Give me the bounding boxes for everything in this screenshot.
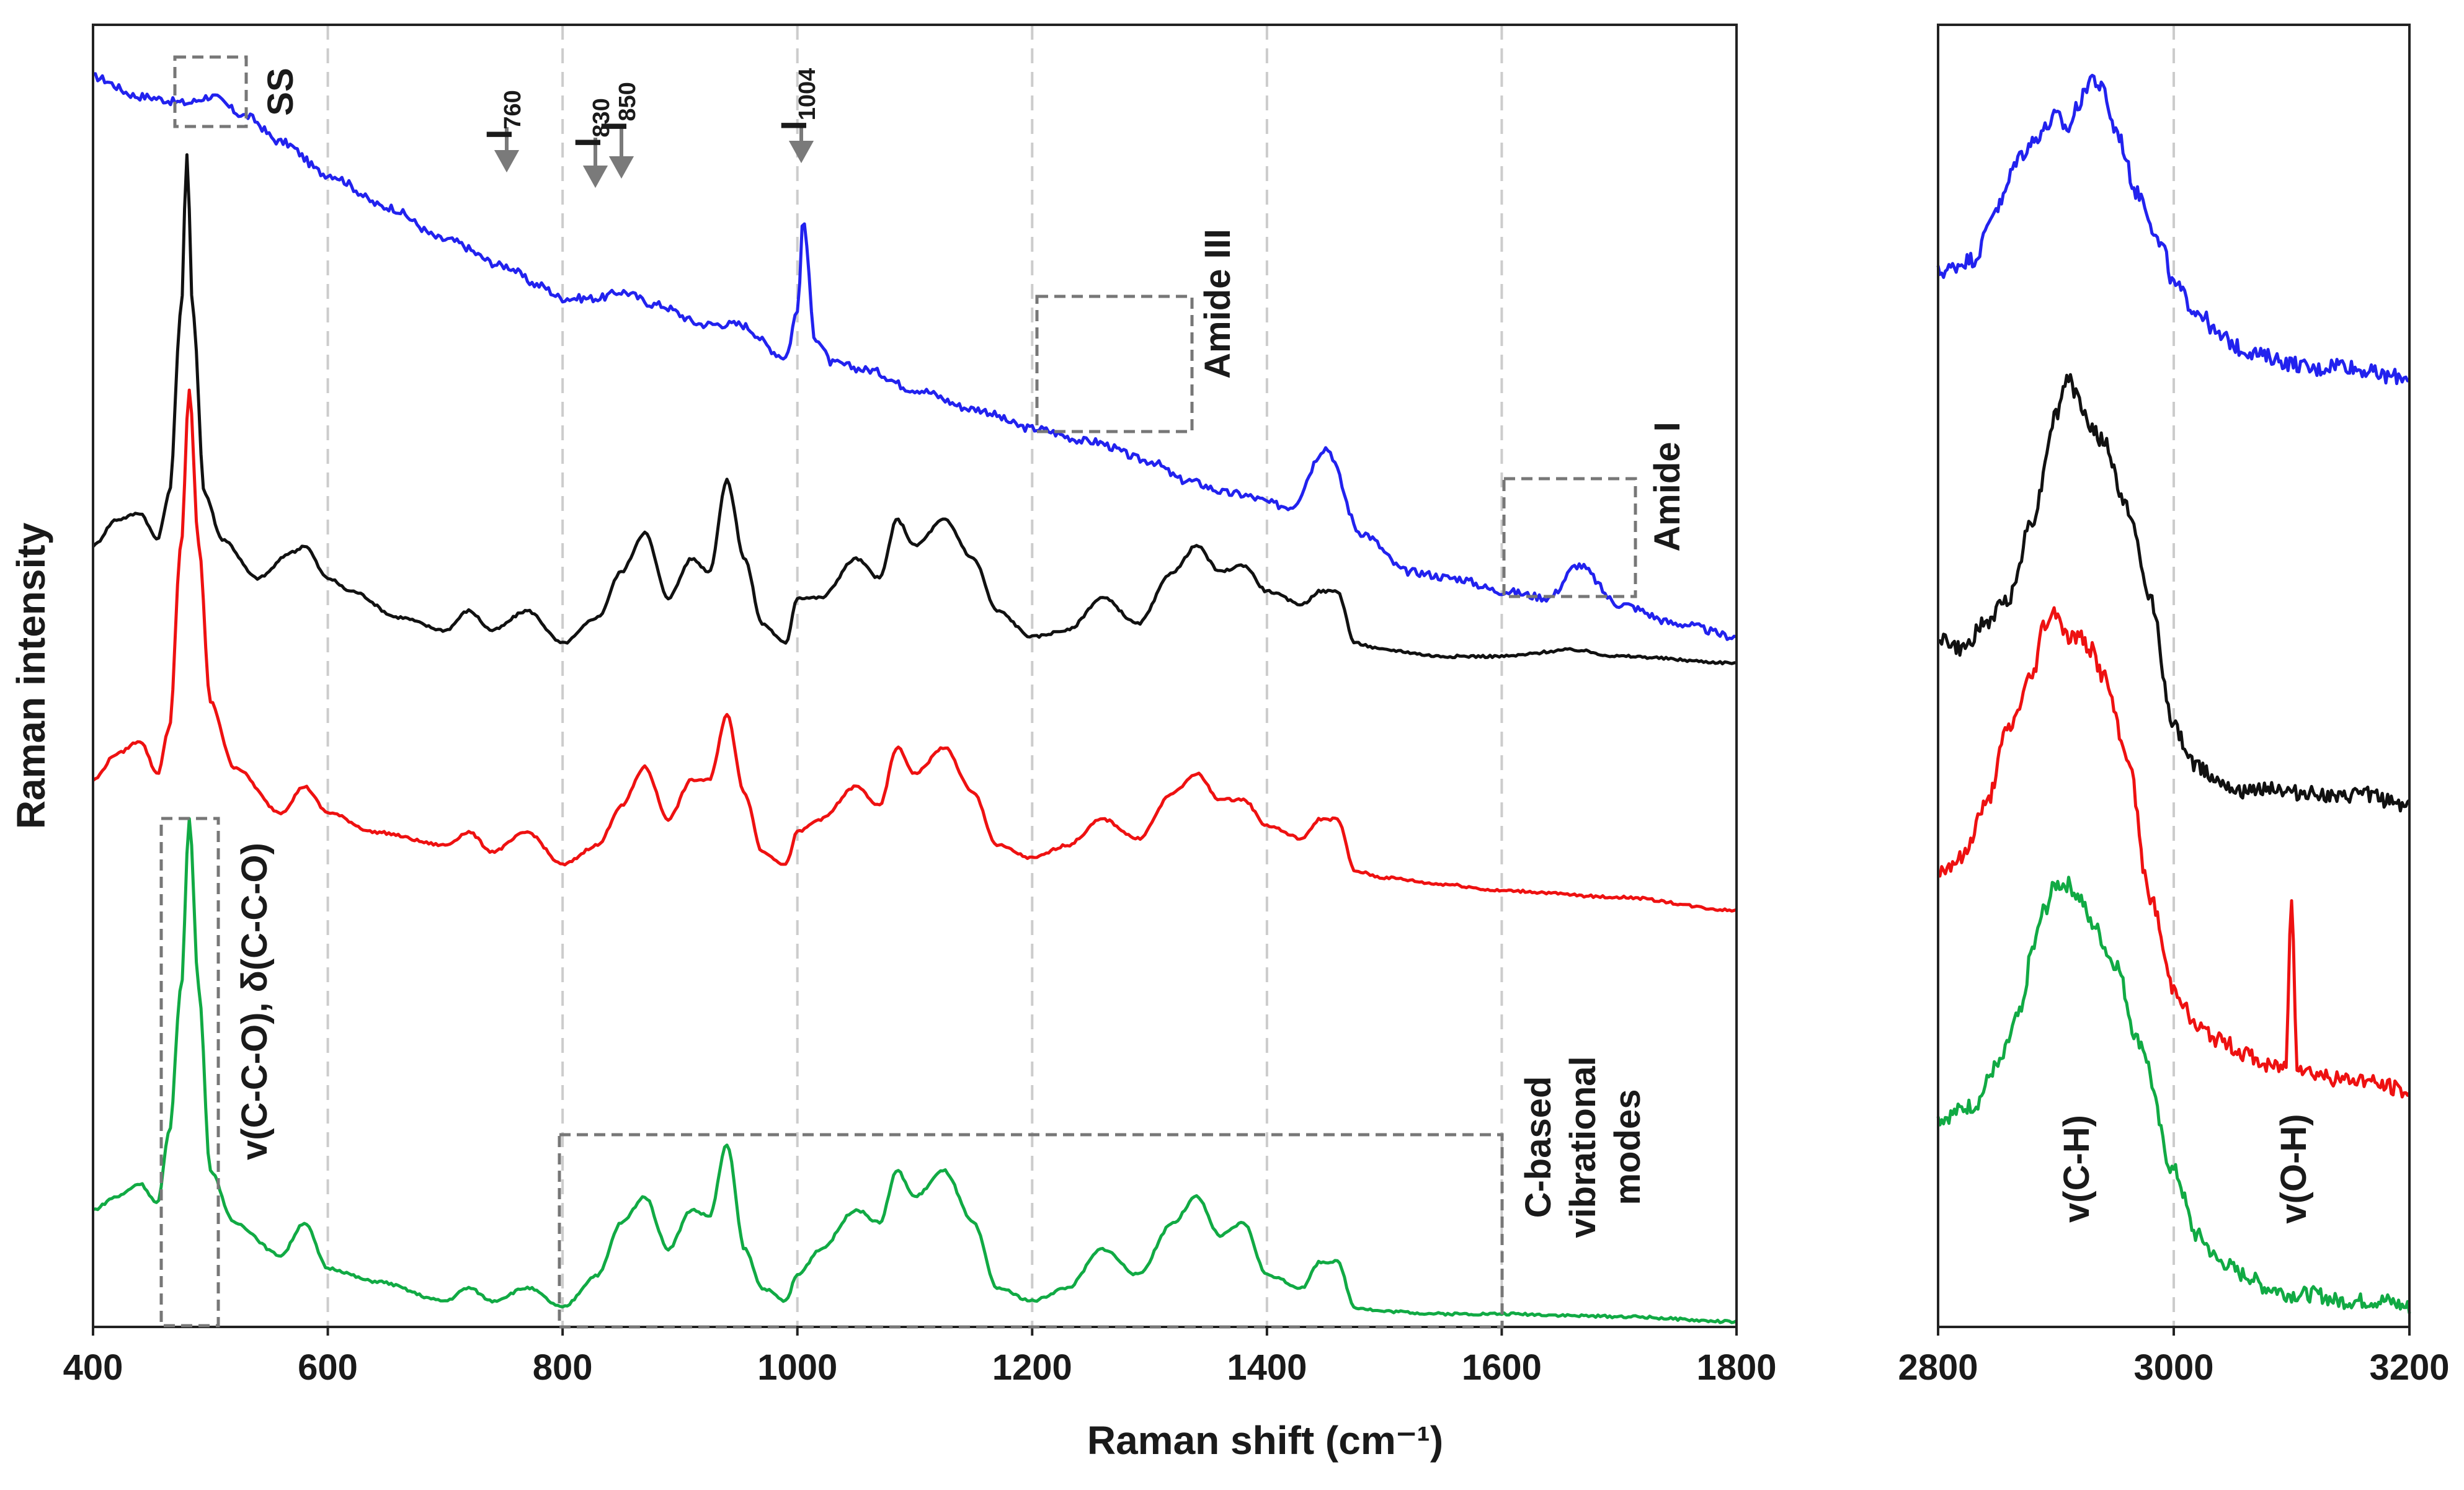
label-i1004: I1004: [774, 68, 821, 131]
right-series-black: [1937, 373, 2411, 813]
left-series-green: [92, 817, 1738, 1324]
left-series-blue: [92, 72, 1737, 641]
label-ccO: v(C-C-O), δ(C-C-O): [234, 843, 275, 1160]
left-tick-label-1800: 1800: [1696, 1347, 1776, 1388]
label-i830-main: I: [568, 138, 608, 148]
amide-i-box: [1502, 477, 1637, 598]
left-gridlines: [326, 25, 1503, 1327]
c-based-box: [558, 1133, 1504, 1329]
label-c-based-2: vibrational: [1563, 1056, 1603, 1238]
left-tick-label-400: 400: [63, 1347, 123, 1388]
arrow-i830-icon: [582, 166, 608, 188]
left-tick-label-1000: 1000: [757, 1347, 837, 1388]
arrow-i760-icon: [494, 150, 520, 173]
label-i760-sub: 760: [500, 90, 526, 129]
label-c-based-3: modes: [1608, 1089, 1648, 1205]
left-series-red: [92, 388, 1737, 913]
right-tick-label-3000: 3000: [2133, 1347, 2213, 1388]
label-i760-main: I: [479, 130, 520, 140]
label-ch: v(C-H): [2057, 1115, 2097, 1223]
label-ss: SS: [260, 68, 301, 115]
label-i1004-sub: 1004: [794, 68, 821, 121]
ccO-box: [159, 817, 220, 1328]
x-axis-title: Raman shift (cm⁻¹): [1087, 1418, 1443, 1463]
left-series-black: [92, 153, 1737, 665]
arrow-i1004-icon: [788, 141, 814, 164]
left-tick-label-800: 800: [533, 1347, 593, 1388]
label-i1004-main: I: [774, 120, 814, 130]
y-axis-title: Raman intensity: [9, 522, 53, 829]
left-series-group: [92, 72, 1738, 1324]
right-series-red: [1936, 606, 2411, 1099]
left-x-ticks: 400 600 800 1000 1200 1400 1600 1800: [63, 1327, 1777, 1388]
left-tick-label-1400: 1400: [1227, 1347, 1307, 1388]
right-series-blue: [1936, 74, 2411, 386]
label-i830: I830: [568, 98, 615, 148]
right-series-green: [1936, 876, 2411, 1314]
label-i850-sub: 850: [615, 82, 641, 121]
right-series-group: [1936, 74, 2411, 1314]
left-tick-label-1200: 1200: [992, 1347, 1072, 1388]
right-tick-label-3200: 3200: [2369, 1347, 2449, 1388]
label-i760: I760: [479, 90, 526, 140]
label-i850-main: I: [594, 122, 634, 131]
label-amide-i: Amide I: [1647, 422, 1688, 552]
label-c-based-1: C-based: [1518, 1076, 1559, 1218]
left-plot-frame: [92, 24, 1738, 1328]
label-amide-iii: Amide III: [1198, 229, 1238, 379]
label-i830-sub: 830: [589, 98, 615, 137]
amide-iii-box: [1035, 295, 1194, 433]
right-tick-label-2800: 2800: [1898, 1347, 1978, 1388]
label-oh: v(O-H): [2274, 1114, 2314, 1223]
arrow-i850-icon: [608, 156, 634, 179]
label-i850: I850: [594, 82, 641, 131]
left-tick-label-600: 600: [298, 1347, 358, 1388]
left-tick-label-1600: 1600: [1462, 1347, 1542, 1388]
band-arrows: [494, 124, 814, 188]
ss-box: [173, 55, 248, 128]
right-x-ticks: 2800 3000 3200: [1898, 1327, 2450, 1388]
